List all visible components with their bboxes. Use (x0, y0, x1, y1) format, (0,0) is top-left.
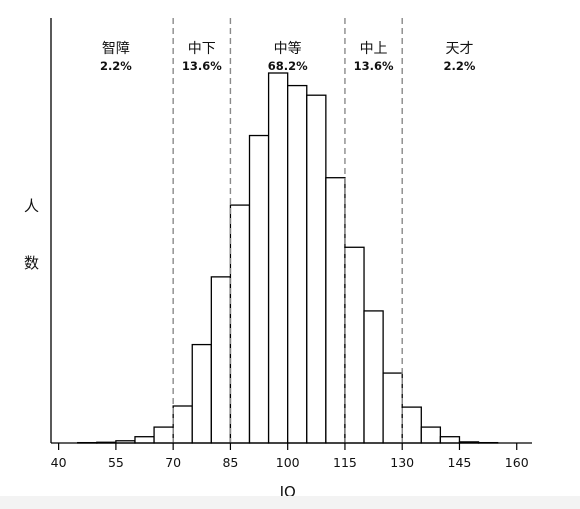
region-name-3: 中等 (274, 40, 302, 57)
histogram-bar-75 (191, 343, 212, 444)
x-tick-label-115: 115 (333, 455, 357, 470)
x-tick-label-130: 130 (390, 455, 414, 470)
histogram-bar-105 (306, 94, 327, 444)
histogram-bar-95 (267, 72, 289, 444)
bottom-band (0, 496, 580, 509)
histogram-bar-100 (287, 84, 308, 444)
histogram-bar-120 (363, 310, 384, 444)
x-tick-label-55: 55 (108, 455, 124, 470)
histogram-bar-90 (248, 134, 270, 444)
x-tick-label-145: 145 (448, 455, 472, 470)
x-tick-label-160: 160 (505, 455, 529, 470)
region-name-2: 中下 (188, 41, 216, 57)
histogram-bar-110 (325, 177, 346, 444)
histogram-bar-135 (420, 426, 442, 444)
histogram-bar-125 (382, 372, 403, 444)
histogram-bar-80 (210, 276, 232, 444)
y-axis-label-char-1: 人 (24, 197, 40, 215)
region-percent-4: 13.6% (354, 59, 394, 73)
histogram-bar-85 (229, 204, 251, 444)
x-tick-label-85: 85 (222, 455, 238, 470)
region-name-4: 中上 (360, 41, 388, 57)
x-tick-label-40: 40 (51, 455, 67, 470)
x-tick-label-70: 70 (165, 455, 181, 470)
region-percent-5: 2.2% (444, 59, 476, 73)
x-tick-label-100: 100 (276, 455, 300, 470)
y-axis-label-char-2: 数 (24, 254, 40, 272)
region-name-1: 智障 (102, 41, 130, 57)
histogram-bar-70 (172, 405, 193, 444)
histogram-bar-140 (439, 436, 461, 444)
region-percent-2: 13.6% (182, 59, 222, 73)
histogram-bar-115 (344, 246, 365, 444)
histogram-bar-130 (401, 406, 422, 444)
histogram-bar-60 (134, 436, 155, 444)
region-name-5: 天才 (445, 41, 473, 57)
region-percent-1: 2.2% (100, 59, 132, 73)
region-percent-3: 68.2% (268, 59, 308, 73)
histogram-bar-65 (153, 426, 174, 444)
